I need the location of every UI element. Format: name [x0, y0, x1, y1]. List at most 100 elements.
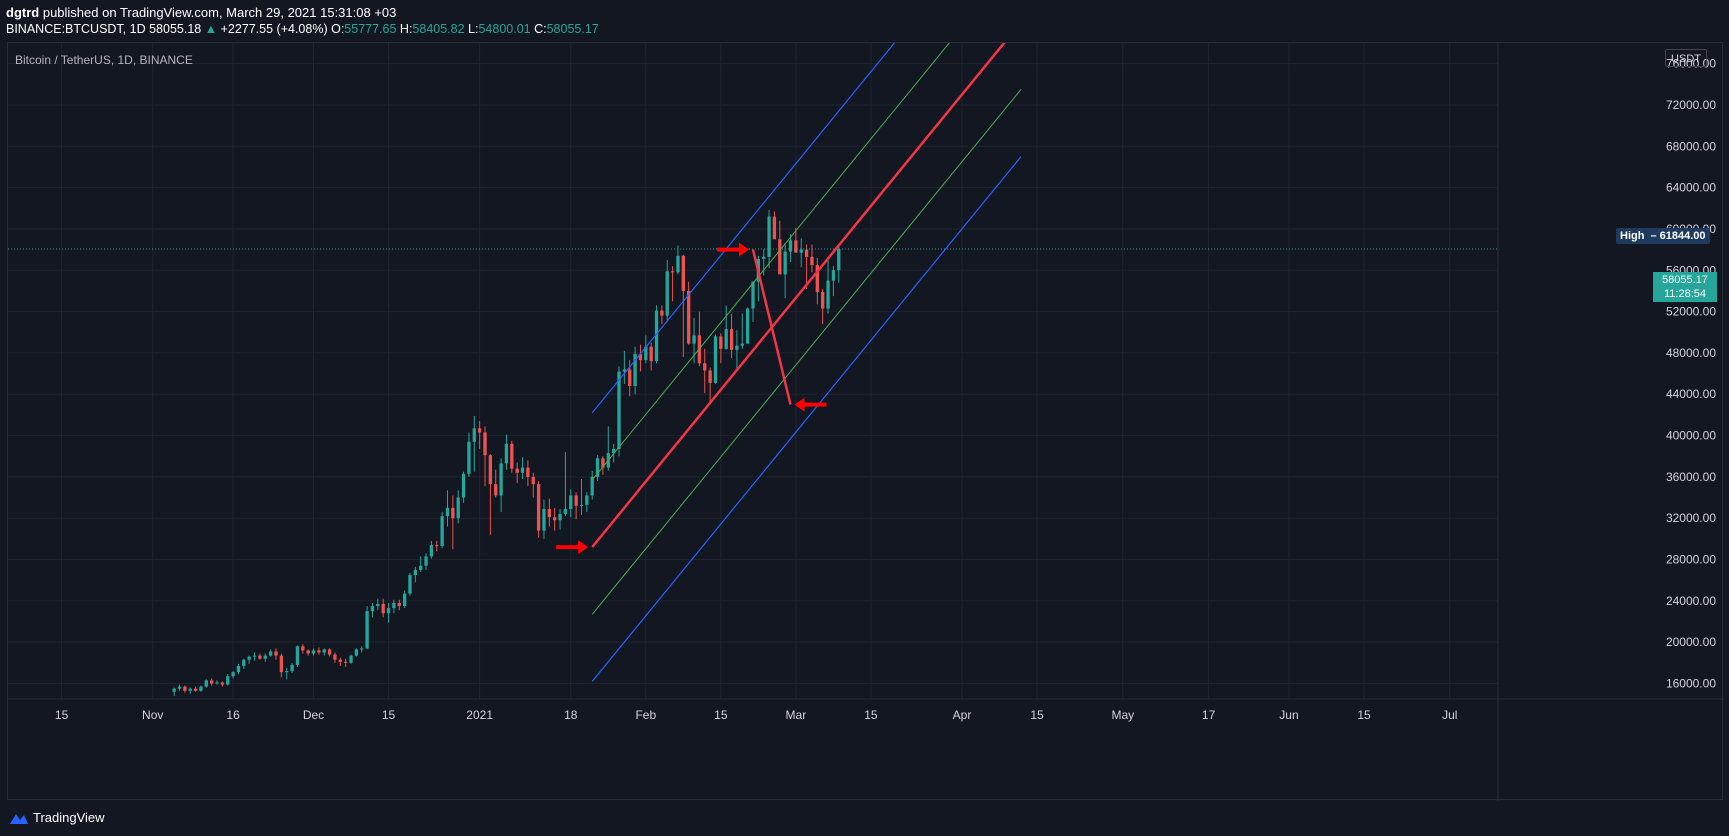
x-tick-label: 2021: [466, 708, 493, 722]
candle-body: [681, 255, 685, 291]
y-tick-label: 64000.00: [1666, 181, 1716, 195]
candle-body: [676, 255, 680, 273]
candle-body: [419, 565, 423, 570]
candle-body: [252, 655, 257, 657]
candle-body: [344, 661, 348, 663]
candle-body: [579, 504, 584, 506]
current-price-tag: 58055.17 11:28:54: [1653, 272, 1717, 302]
candle-body: [392, 602, 396, 609]
high-marker-value: 61844.00: [1659, 230, 1706, 242]
candle-body: [285, 671, 289, 673]
candle-body: [258, 655, 262, 659]
candle-body: [456, 497, 460, 519]
x-tick-label: Apr: [953, 708, 972, 722]
candle-body: [654, 310, 659, 362]
close-value: 58055.17: [546, 22, 599, 36]
candle-body: [590, 476, 594, 496]
candle-body: [783, 251, 787, 275]
y-tick-label: 52000.00: [1666, 305, 1716, 319]
candle-body: [440, 516, 444, 547]
candle-body: [210, 680, 214, 684]
brand-name: TradingView: [33, 810, 105, 825]
candle-body: [193, 688, 198, 691]
candle-body: [665, 271, 669, 316]
candle-body: [220, 682, 225, 685]
candle-body: [231, 672, 235, 677]
x-tick-label: 15: [382, 708, 396, 722]
x-tick-label: 15: [714, 708, 728, 722]
low-value: 54800.01: [478, 22, 531, 36]
x-tick-label: 15: [55, 708, 69, 722]
tradingview-logo[interactable]: TradingView: [7, 810, 105, 825]
x-tick-label: Mar: [786, 708, 807, 722]
candle-body: [526, 467, 530, 477]
candle-body: [794, 240, 798, 253]
candle-body: [617, 371, 621, 449]
candle-body: [558, 514, 562, 521]
candle-body: [322, 649, 326, 653]
currency-unit-button[interactable]: USDT: [1665, 49, 1707, 67]
candle-body: [837, 249, 841, 271]
candle-body: [547, 508, 551, 518]
candle-body: [408, 575, 412, 594]
candle-body: [735, 345, 739, 350]
open-value: 55777.65: [344, 22, 397, 36]
candle-body: [290, 664, 294, 672]
candle-body: [670, 271, 675, 273]
x-tick-label: Jul: [1442, 708, 1457, 722]
x-tick-label: 15: [1030, 708, 1044, 722]
candle-body: [799, 249, 803, 253]
candle-body: [349, 655, 353, 663]
candle-body: [467, 441, 471, 474]
candle-body: [429, 545, 434, 557]
candle-body: [719, 336, 723, 349]
trend-line: [591, 43, 1006, 548]
ohlc-legend: BINANCE:BTCUSDT, 1D 58055.18 ▲ +2277.55 …: [6, 22, 599, 36]
candle-body: [703, 363, 707, 371]
high-value: 58405.82: [412, 22, 465, 36]
candle-body: [504, 443, 509, 464]
candle-body: [311, 650, 316, 654]
candle-body: [531, 476, 535, 485]
red-arrow-icon: [556, 540, 589, 555]
zigzag-line: [751, 249, 792, 405]
candlestick-chart[interactable]: 16000.00 20000.00 24000.00 28000.00 32000.00…: [8, 43, 1724, 801]
candle-body: [483, 432, 487, 456]
channel-upper-inner-line: [591, 43, 950, 481]
candle-body: [188, 688, 192, 691]
bar-countdown: 11:28:54: [1663, 288, 1706, 300]
candle-body: [435, 545, 439, 547]
drawing-layer: [556, 43, 1022, 682]
low-label: L:: [468, 22, 479, 36]
x-tick-label: 17: [1202, 708, 1216, 722]
candle-body: [306, 650, 310, 654]
candle-body: [402, 593, 407, 607]
high-label: H:: [399, 22, 413, 36]
symbol-name: BINANCE:BTCUSDT, 1D: [6, 22, 146, 36]
candle-body: [386, 608, 391, 614]
candle-body: [461, 473, 466, 498]
red-arrow-icon: [794, 397, 827, 412]
candle-body: [767, 216, 771, 257]
candle-body: [236, 665, 241, 673]
y-tick-label: 20000.00: [1666, 635, 1716, 649]
candle-body: [365, 611, 369, 649]
candle-body: [413, 569, 417, 576]
chart-pane[interactable]: 16000.00 20000.00 24000.00 28000.00 32000.00…: [7, 42, 1724, 801]
y-tick-label: 44000.00: [1666, 387, 1716, 401]
footer: TradingView: [0, 800, 1729, 836]
candle-body: [199, 686, 203, 691]
channel-upper-line: [591, 43, 896, 414]
candle-body: [263, 655, 267, 659]
candle-body: [751, 281, 755, 309]
x-tick-label: Dec: [303, 708, 324, 722]
y-tick-label: 24000.00: [1666, 594, 1716, 608]
candle-body: [611, 448, 616, 454]
y-tick-label: 16000.00: [1666, 677, 1716, 691]
chart-symbol-label: Bitcoin / TetherUS, 1D, BINANCE: [15, 53, 193, 67]
publisher-name[interactable]: dgtrd: [6, 5, 40, 20]
candle-body: [338, 659, 342, 662]
candle-body: [826, 280, 830, 309]
candle-body: [628, 369, 632, 386]
y-tick-label: 76000.00: [1666, 57, 1716, 71]
